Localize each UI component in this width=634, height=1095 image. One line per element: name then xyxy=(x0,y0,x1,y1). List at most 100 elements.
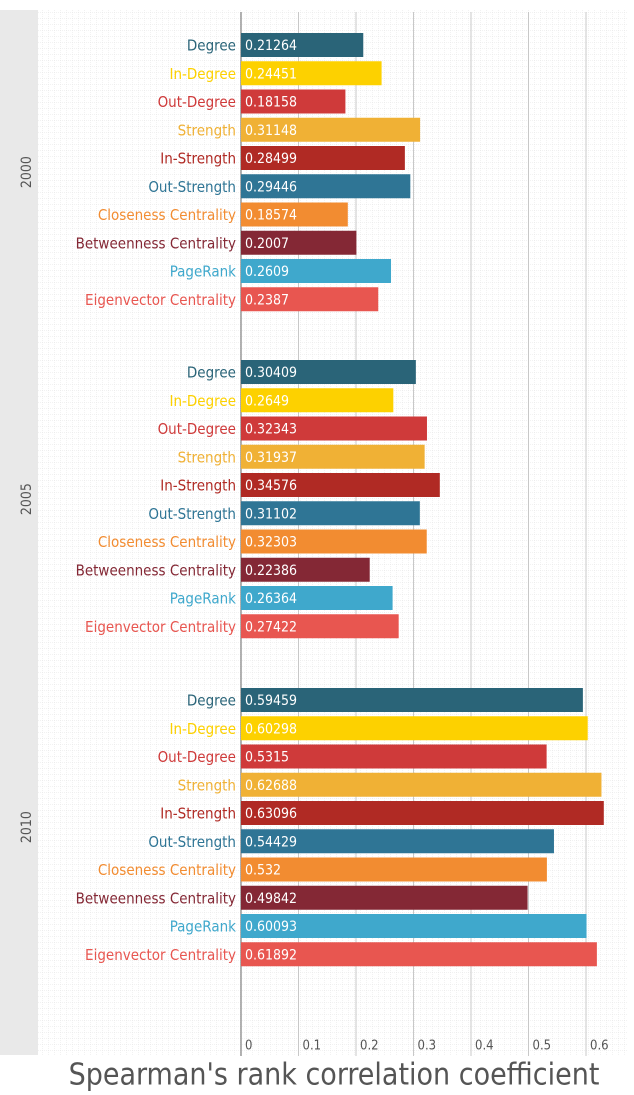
bar xyxy=(241,716,588,741)
category-label: In-Degree xyxy=(170,392,237,410)
category-label: Closeness Centrality xyxy=(98,533,236,551)
category-label: Strength xyxy=(178,776,236,794)
value-label: 0.60298 xyxy=(245,721,297,737)
category-label: In-Strength xyxy=(160,805,236,823)
bar xyxy=(241,829,554,854)
bar xyxy=(241,117,421,142)
bar xyxy=(241,857,547,882)
value-label: 0.60093 xyxy=(245,919,297,935)
value-label: 0.5315 xyxy=(245,750,289,766)
value-label: 0.2007 xyxy=(245,236,289,252)
bar xyxy=(241,501,420,526)
x-tick-label: 0.5 xyxy=(533,1039,552,1054)
bar xyxy=(241,885,528,910)
x-tick-label: 0 xyxy=(245,1039,252,1054)
bar xyxy=(241,202,348,227)
category-label: Out-Degree xyxy=(158,420,236,438)
bar xyxy=(241,89,346,114)
value-label: 0.18574 xyxy=(245,208,297,224)
value-label: 0.2609 xyxy=(245,264,289,280)
value-label: 0.31148 xyxy=(245,123,297,139)
bar xyxy=(241,360,416,384)
value-label: 0.63096 xyxy=(245,806,297,822)
category-label: PageRank xyxy=(170,590,236,608)
bar xyxy=(241,61,382,86)
category-label: Strength xyxy=(178,121,236,139)
category-label: PageRank xyxy=(170,263,236,281)
category-label: Out-Strength xyxy=(148,505,236,523)
bar xyxy=(241,744,547,769)
value-label: 0.30409 xyxy=(245,365,297,381)
category-label: Degree xyxy=(187,692,236,710)
value-label: 0.22386 xyxy=(245,563,297,579)
value-label: 0.18158 xyxy=(245,95,297,111)
value-label: 0.32303 xyxy=(245,535,297,551)
category-label: Betweenness Centrality xyxy=(76,889,236,907)
category-label: Degree xyxy=(187,37,236,55)
category-label: Eigenvector Centrality xyxy=(85,618,236,636)
value-label: 0.62688 xyxy=(245,778,297,794)
category-label: Strength xyxy=(178,448,236,466)
value-label: 0.27422 xyxy=(245,619,297,635)
category-label: In-Strength xyxy=(160,477,236,495)
bar xyxy=(241,473,440,497)
value-label: 0.26364 xyxy=(245,591,297,607)
category-label: Degree xyxy=(187,364,236,382)
bar xyxy=(241,174,411,199)
bar xyxy=(241,230,357,255)
bar xyxy=(241,614,399,639)
bar xyxy=(241,942,597,967)
value-label: 0.532 xyxy=(245,863,281,879)
category-label: Out-Degree xyxy=(158,748,236,766)
value-label: 0.54429 xyxy=(245,834,297,850)
bar xyxy=(241,586,393,610)
value-label: 0.31102 xyxy=(245,506,297,522)
category-label: PageRank xyxy=(170,918,236,936)
value-label: 0.2387 xyxy=(245,292,289,308)
bar xyxy=(241,444,425,469)
bar xyxy=(241,388,394,413)
value-label: 0.59459 xyxy=(245,693,297,709)
category-label: Out-Strength xyxy=(148,178,236,196)
category-label: Out-Strength xyxy=(148,833,236,851)
category-label: Eigenvector Centrality xyxy=(85,946,236,964)
value-label: 0.31937 xyxy=(245,450,297,466)
value-label: 0.29446 xyxy=(245,179,297,195)
category-label: Closeness Centrality xyxy=(98,206,236,224)
category-label: In-Degree xyxy=(170,720,237,738)
category-label: In-Strength xyxy=(160,150,236,168)
bar xyxy=(241,416,427,441)
value-label: 0.32343 xyxy=(245,422,297,438)
value-label: 0.2649 xyxy=(245,393,289,409)
x-axis-label: Spearman's rank correlation coefficient xyxy=(69,1058,600,1093)
bar xyxy=(241,557,370,582)
bar xyxy=(241,33,364,57)
value-label: 0.61892 xyxy=(245,947,297,963)
group-label: 2000 xyxy=(19,156,35,188)
bar xyxy=(241,529,427,554)
category-label: Eigenvector Centrality xyxy=(85,291,236,309)
group-label: 2005 xyxy=(19,483,35,515)
x-tick-label: 0.1 xyxy=(303,1039,322,1054)
value-label: 0.21264 xyxy=(245,38,297,54)
x-tick-label: 0.6 xyxy=(590,1039,609,1054)
category-label: Betweenness Centrality xyxy=(76,234,236,252)
bar xyxy=(241,287,379,312)
value-label: 0.49842 xyxy=(245,891,297,907)
value-label: 0.34576 xyxy=(245,478,297,494)
category-label: In-Degree xyxy=(170,65,237,83)
category-label: Out-Degree xyxy=(158,93,236,111)
bar xyxy=(241,146,405,170)
group-label: 2010 xyxy=(19,811,35,843)
bar xyxy=(241,772,602,797)
bar xyxy=(241,914,587,938)
category-label: Betweenness Centrality xyxy=(76,561,236,579)
x-tick-label: 0.2 xyxy=(360,1039,379,1054)
x-tick-label: 0.3 xyxy=(418,1039,437,1054)
bar xyxy=(241,688,583,712)
bar xyxy=(241,801,604,825)
group-strip xyxy=(0,10,38,1055)
category-label: Closeness Centrality xyxy=(98,861,236,879)
bar xyxy=(241,259,392,283)
